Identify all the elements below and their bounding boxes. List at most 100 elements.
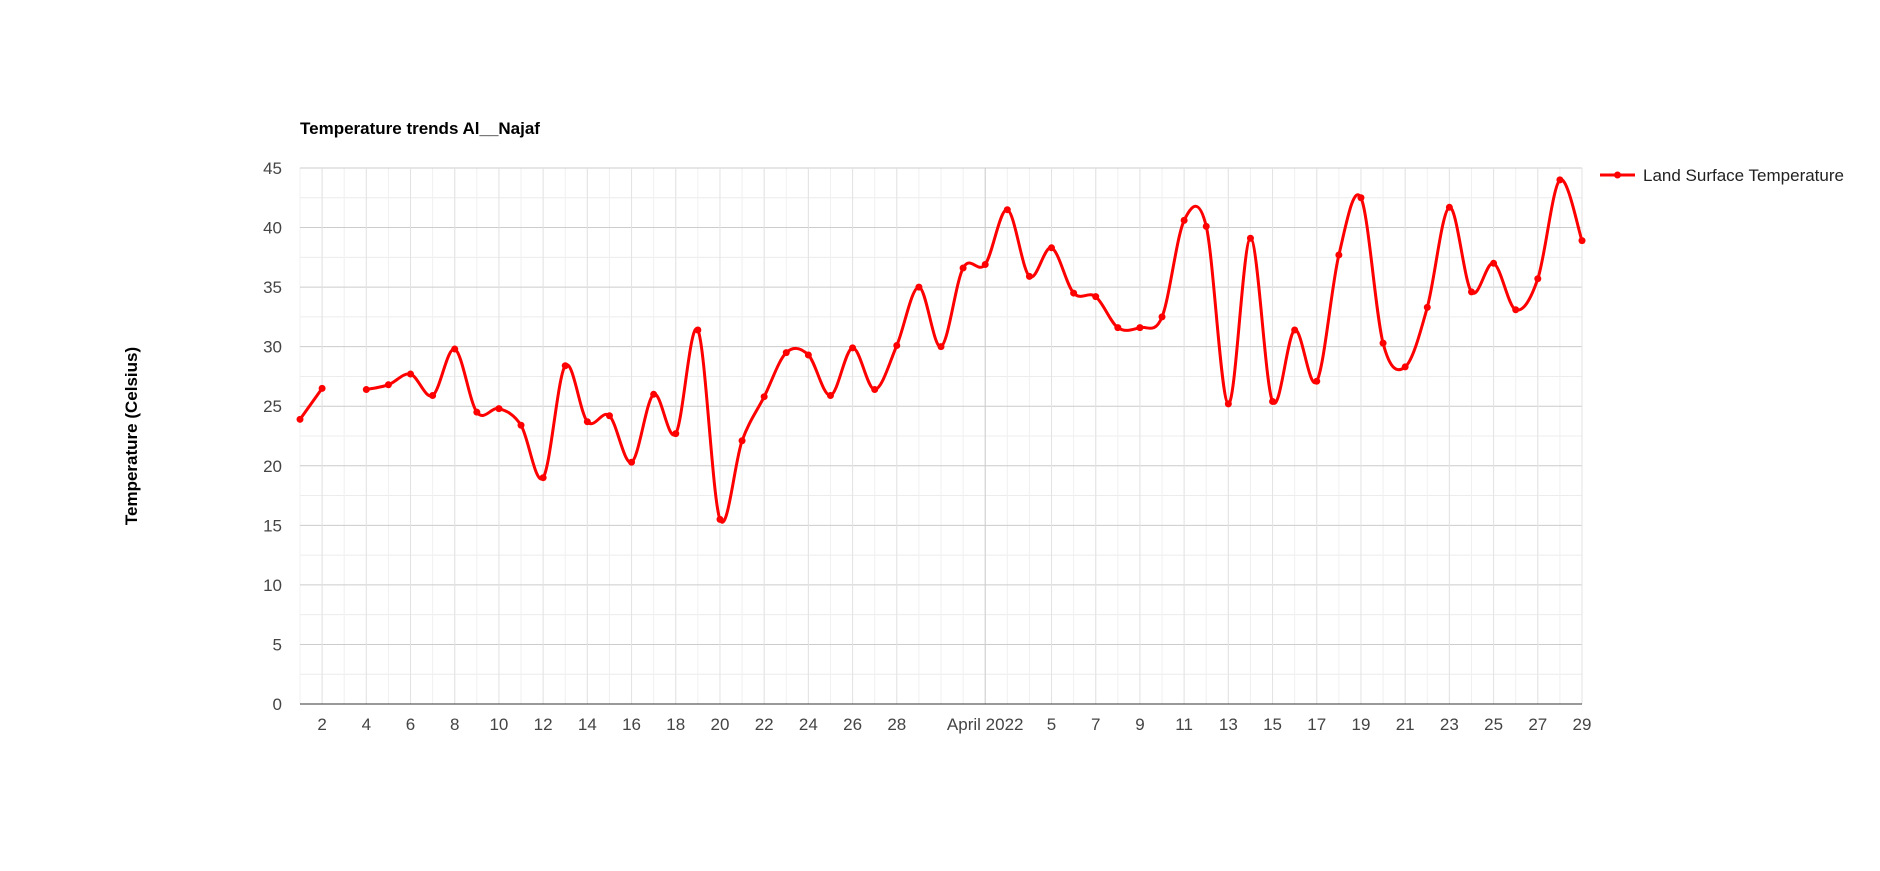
- x-tick-label: 12: [534, 715, 553, 734]
- x-tick-label: 26: [843, 715, 862, 734]
- x-tick-label: 22: [755, 715, 774, 734]
- data-point: [1357, 194, 1365, 202]
- data-point: [1467, 288, 1475, 296]
- data-point: [826, 392, 834, 400]
- data-point: [1401, 363, 1409, 371]
- data-point: [407, 370, 415, 378]
- x-tick-label: April 2022: [947, 715, 1024, 734]
- legend-label: Land Surface Temperature: [1643, 166, 1844, 185]
- x-axis-tick-labels: 2 4 6 8 10 12 14 16 18 20 22 24 26 28 April 2022 5 7 9 11 1…: [317, 715, 1591, 734]
- y-tick-label: 40: [263, 219, 282, 238]
- data-point: [1092, 293, 1100, 301]
- x-tick-label: 29: [1573, 715, 1592, 734]
- data-point: [605, 412, 613, 420]
- x-tick-label: 23: [1440, 715, 1459, 734]
- data-point: [318, 384, 326, 392]
- data-point: [1335, 251, 1343, 259]
- x-tick-label: 8: [450, 715, 459, 734]
- data-point: [782, 349, 790, 357]
- data-point: [561, 362, 569, 370]
- major-gridlines: [300, 167, 1583, 704]
- data-point: [473, 408, 481, 416]
- y-tick-label: 5: [273, 635, 282, 654]
- x-tick-label: 18: [666, 715, 685, 734]
- legend-point-marker: [1614, 171, 1621, 179]
- data-point: [1025, 272, 1033, 280]
- series-points: [296, 176, 1586, 523]
- x-tick-label: 13: [1219, 715, 1238, 734]
- series-line: [298, 386, 324, 421]
- data-point: [1445, 203, 1453, 211]
- data-point: [1269, 397, 1277, 405]
- series-line: [364, 178, 1584, 524]
- x-tick-label: 15: [1263, 715, 1282, 734]
- data-point: [1490, 259, 1498, 267]
- x-tick-label: 16: [622, 715, 641, 734]
- x-tick-label: 27: [1528, 715, 1547, 734]
- x-tick-label: 24: [799, 715, 818, 734]
- data-point: [1224, 400, 1232, 408]
- data-point: [1246, 234, 1254, 242]
- data-point: [517, 421, 525, 429]
- data-point: [650, 390, 658, 398]
- data-point: [694, 326, 702, 334]
- data-point: [738, 437, 746, 445]
- data-point: [871, 386, 879, 394]
- data-point: [760, 393, 768, 401]
- x-tick-label: 10: [489, 715, 508, 734]
- data-point: [1534, 275, 1542, 283]
- x-tick-label: 21: [1396, 715, 1415, 734]
- data-point: [981, 260, 989, 268]
- data-point: [959, 264, 967, 272]
- y-tick-label: 0: [273, 695, 282, 714]
- x-tick-label: 7: [1091, 715, 1100, 734]
- x-tick-label: 11: [1175, 715, 1193, 734]
- x-tick-label: 19: [1352, 715, 1371, 734]
- data-point: [628, 458, 636, 466]
- data-point: [1313, 377, 1321, 385]
- x-tick-label: 6: [406, 715, 415, 734]
- data-point: [1003, 206, 1011, 214]
- data-point: [1180, 216, 1188, 224]
- x-tick-label: 4: [362, 715, 371, 734]
- x-tick-label: 28: [887, 715, 906, 734]
- data-point: [1512, 306, 1520, 314]
- data-point: [451, 345, 459, 353]
- data-point: [429, 392, 437, 400]
- x-tick-label: 25: [1484, 715, 1503, 734]
- data-point: [1379, 339, 1387, 347]
- data-point: [1048, 244, 1056, 252]
- x-tick-label: 14: [578, 715, 597, 734]
- data-point: [384, 381, 392, 389]
- data-point: [1070, 289, 1078, 297]
- y-tick-label: 45: [263, 159, 282, 178]
- x-tick-label: 5: [1047, 715, 1056, 734]
- data-point: [1158, 313, 1166, 321]
- y-tick-label: 25: [263, 397, 282, 416]
- data-point: [804, 351, 812, 359]
- x-tick-label: 2: [317, 715, 326, 734]
- data-point: [583, 418, 591, 426]
- legend[interactable]: Land Surface Temperature: [1600, 166, 1844, 185]
- y-axis-tick-labels: 0 5 10 15 20 25 30 35 40 45: [263, 159, 282, 714]
- data-point: [362, 386, 370, 394]
- y-tick-label: 20: [263, 457, 282, 476]
- y-tick-label: 10: [263, 576, 282, 595]
- chart-title: Temperature trends Al__Najaf: [300, 119, 540, 138]
- data-point: [1556, 176, 1564, 184]
- data-point: [539, 474, 547, 482]
- data-point: [1202, 222, 1210, 230]
- data-point: [1291, 326, 1299, 334]
- data-point: [495, 405, 503, 413]
- data-point: [672, 430, 680, 438]
- y-tick-label: 15: [263, 516, 282, 535]
- data-point: [1578, 237, 1586, 245]
- data-point: [915, 283, 923, 291]
- y-axis-label: Temperature (Celsius): [122, 347, 141, 525]
- data-point: [296, 415, 304, 423]
- x-tick-label: 17: [1307, 715, 1326, 734]
- data-point: [716, 515, 724, 523]
- x-tick-label: 20: [711, 715, 730, 734]
